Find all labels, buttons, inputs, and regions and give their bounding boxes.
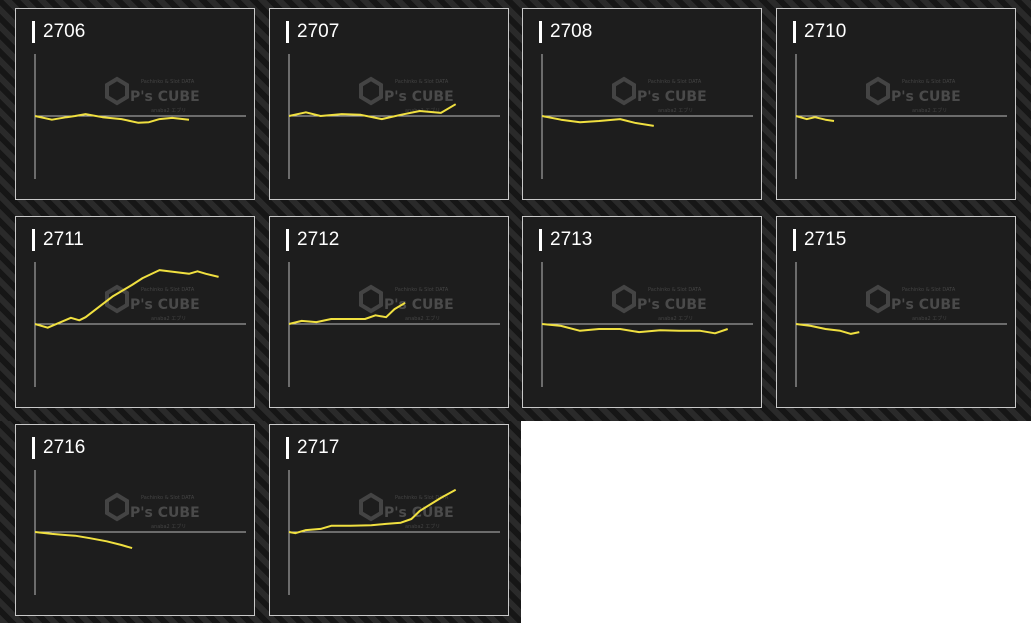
watermark-tagline: Pachinko & Slot DATA — [141, 287, 195, 293]
watermark-sub: anaba2 エブリ — [151, 107, 186, 114]
cube-logo-icon — [105, 492, 129, 522]
chart-title: 2716 — [32, 437, 85, 459]
watermark-logo: Pachinko & Slot DATA P's CUBE anaba2 エブリ — [105, 284, 200, 322]
watermark-brand: P's CUBE — [637, 297, 707, 313]
chart-card[interactable]: 2707 Pachinko & Slot DATA P's CUBE anaba2 エ… — [269, 8, 509, 200]
watermark-tagline: Pachinko & Slot DATA — [141, 495, 195, 501]
chart-title: 2711 — [32, 229, 84, 251]
chart-plot: Pachinko & Slot DATA P's CUBE anaba2 エブリ — [541, 262, 753, 387]
series-line — [795, 323, 860, 335]
watermark-logo: Pachinko & Slot DATA P's CUBE anaba2 エブリ — [105, 76, 200, 114]
watermark-tagline: Pachinko & Slot DATA — [395, 79, 449, 85]
chart-card[interactable]: 2715 Pachinko & Slot DATA P's CUBE anaba2 エ… — [776, 216, 1016, 408]
chart-title: 2712 — [286, 229, 339, 251]
chart-title: 2710 — [793, 21, 846, 43]
watermark-sub: anaba2 エブリ — [151, 523, 186, 530]
series-line — [541, 323, 729, 335]
watermark-brand: P's CUBE — [130, 297, 200, 313]
watermark-tagline: Pachinko & Slot DATA — [648, 287, 702, 293]
watermark-logo: Pachinko & Slot DATA P's CUBE anaba2 エブリ — [866, 76, 961, 114]
chart-card[interactable]: 2713 Pachinko & Slot DATA P's CUBE anaba2 エ… — [522, 216, 762, 408]
series-line — [795, 115, 835, 122]
watermark-brand: P's CUBE — [891, 297, 961, 313]
watermark-sub: anaba2 エブリ — [912, 107, 947, 114]
cube-logo-icon — [866, 284, 890, 314]
watermark-tagline: Pachinko & Slot DATA — [395, 287, 449, 293]
chart-title: 2717 — [286, 437, 339, 459]
series-line — [34, 269, 219, 329]
watermark-brand: P's CUBE — [384, 89, 454, 105]
watermark-sub: anaba2 エブリ — [912, 315, 947, 322]
watermark-brand: P's CUBE — [130, 505, 200, 521]
watermark-sub: anaba2 エブリ — [151, 315, 186, 322]
series-line — [288, 488, 457, 535]
series-line — [34, 531, 133, 550]
watermark-tagline: Pachinko & Slot DATA — [395, 495, 449, 501]
watermark-brand: P's CUBE — [891, 89, 961, 105]
chart-plot: Pachinko & Slot DATA P's CUBE anaba2 エブリ — [795, 54, 1007, 179]
cube-logo-icon — [359, 284, 383, 314]
series-line — [288, 103, 457, 121]
cube-logo-icon — [359, 76, 383, 106]
chart-plot: Pachinko & Slot DATA P's CUBE anaba2 エブリ — [34, 470, 246, 595]
cube-logo-icon — [105, 76, 129, 106]
chart-card[interactable]: 2708 Pachinko & Slot DATA P's CUBE anaba2 エ… — [522, 8, 762, 200]
watermark-logo: Pachinko & Slot DATA P's CUBE anaba2 エブリ — [359, 284, 454, 322]
cube-logo-icon — [612, 284, 636, 314]
watermark-tagline: Pachinko & Slot DATA — [902, 79, 956, 85]
series-line — [288, 302, 406, 325]
watermark-brand: P's CUBE — [384, 297, 454, 313]
watermark-logo: Pachinko & Slot DATA P's CUBE anaba2 エブリ — [612, 76, 707, 114]
cube-logo-icon — [105, 284, 129, 314]
chart-plot: Pachinko & Slot DATA P's CUBE anaba2 エブリ — [541, 54, 753, 179]
chart-title: 2713 — [539, 229, 592, 251]
chart-card[interactable]: 2716 Pachinko & Slot DATA P's CUBE anaba2 エ… — [15, 424, 255, 616]
chart-title: 2707 — [286, 21, 339, 43]
chart-plot: Pachinko & Slot DATA P's CUBE anaba2 エブリ — [34, 54, 246, 179]
chart-card[interactable]: 2712 Pachinko & Slot DATA P's CUBE anaba2 エ… — [269, 216, 509, 408]
watermark-sub: anaba2 エブリ — [658, 315, 693, 322]
watermark-sub: anaba2 エブリ — [658, 107, 693, 114]
chart-card[interactable]: 2706 Pachinko & Slot DATA P's CUBE anaba2 エ… — [15, 8, 255, 200]
chart-plot: Pachinko & Slot DATA P's CUBE anaba2 エブリ — [34, 262, 246, 387]
series-line — [541, 115, 654, 127]
watermark-tagline: Pachinko & Slot DATA — [648, 79, 702, 85]
chart-title: 2708 — [539, 21, 592, 43]
watermark-sub: anaba2 エブリ — [405, 315, 440, 322]
chart-plot: Pachinko & Slot DATA P's CUBE anaba2 エブリ — [795, 262, 1007, 387]
watermark-logo: Pachinko & Slot DATA P's CUBE anaba2 エブリ — [866, 284, 961, 322]
series-line — [34, 113, 190, 124]
chart-title: 2715 — [793, 229, 846, 251]
cube-logo-icon — [359, 492, 383, 522]
chart-card[interactable]: 2711 Pachinko & Slot DATA P's CUBE anaba2 エ… — [15, 216, 255, 408]
watermark-sub: anaba2 エブリ — [405, 523, 440, 530]
cube-logo-icon — [866, 76, 890, 106]
watermark-logo: Pachinko & Slot DATA P's CUBE anaba2 エブリ — [105, 492, 200, 530]
cube-logo-icon — [612, 76, 636, 106]
chart-card[interactable]: 2717 Pachinko & Slot DATA P's CUBE anaba2 エ… — [269, 424, 509, 616]
watermark-tagline: Pachinko & Slot DATA — [141, 79, 195, 85]
watermark-logo: Pachinko & Slot DATA P's CUBE anaba2 エブリ — [612, 284, 707, 322]
chart-plot: Pachinko & Slot DATA P's CUBE anaba2 エブリ — [288, 262, 500, 387]
watermark-tagline: Pachinko & Slot DATA — [902, 287, 956, 293]
chart-title: 2706 — [32, 21, 85, 43]
watermark-brand: P's CUBE — [637, 89, 707, 105]
chart-card[interactable]: 2710 Pachinko & Slot DATA P's CUBE anaba2 エ… — [776, 8, 1016, 200]
watermark-brand: P's CUBE — [130, 89, 200, 105]
